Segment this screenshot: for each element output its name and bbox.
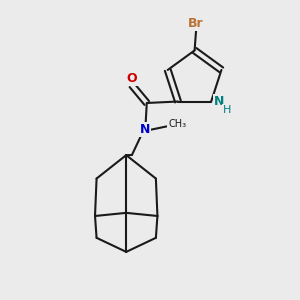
Text: H: H bbox=[223, 105, 232, 115]
Text: CH₃: CH₃ bbox=[168, 119, 186, 129]
Text: O: O bbox=[127, 72, 137, 85]
Text: Br: Br bbox=[188, 17, 204, 31]
Text: N: N bbox=[140, 123, 151, 136]
Text: N: N bbox=[214, 95, 225, 108]
